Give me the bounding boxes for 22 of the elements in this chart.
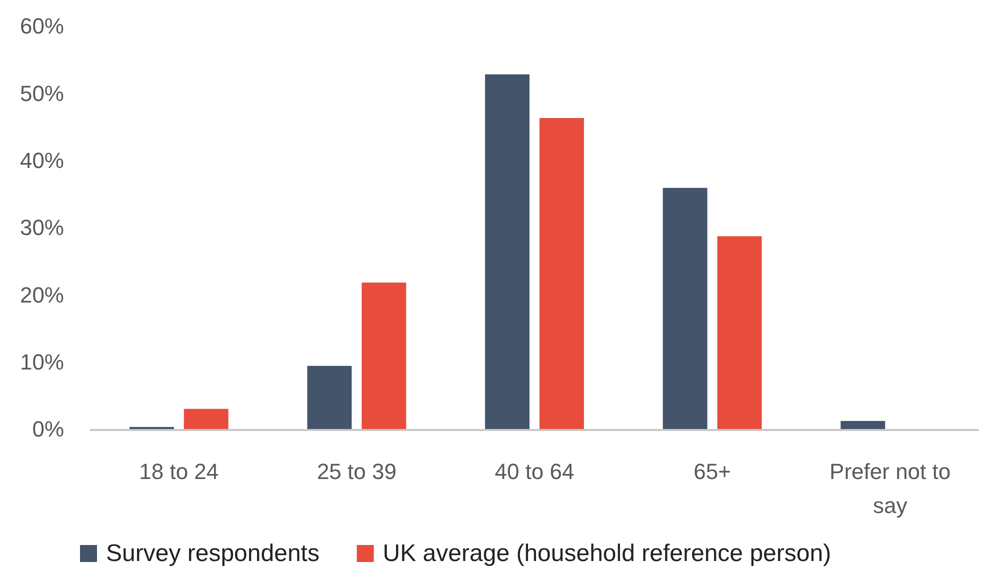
bar — [662, 188, 708, 429]
bar — [184, 408, 228, 429]
y-tick-label: 30% — [20, 215, 64, 240]
legend-label: UK average (household reference person) — [382, 540, 832, 567]
x-tick-label: 25 to 39 — [316, 459, 396, 484]
bar — [362, 282, 406, 429]
bar — [540, 118, 584, 429]
y-tick-label: 40% — [20, 148, 64, 174]
y-tick-label: 10% — [20, 350, 64, 375]
x-tick-label: 18 to 24 — [139, 459, 219, 484]
bar — [307, 366, 352, 429]
y-tick-label: 20% — [20, 282, 64, 308]
legend-label: Survey respondents — [106, 540, 320, 567]
y-tick-label: 50% — [20, 80, 64, 106]
x-tick-label: 65+ — [694, 459, 731, 484]
x-tick-label: 40 to 64 — [494, 459, 574, 484]
bar — [840, 420, 886, 429]
x-tick-label: Prefer not to say — [830, 459, 951, 518]
y-tick-label: 0% — [32, 416, 64, 442]
bar — [717, 236, 762, 429]
bar — [485, 74, 530, 429]
y-tick-label: 60% — [20, 14, 64, 39]
